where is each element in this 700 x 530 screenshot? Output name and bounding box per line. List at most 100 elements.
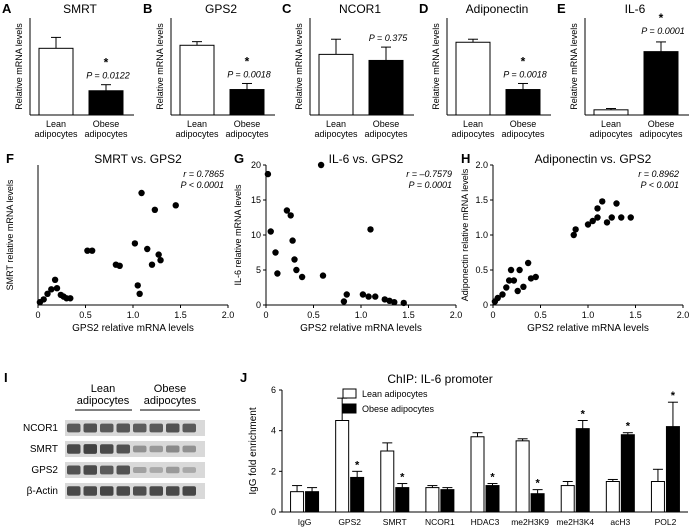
data-point xyxy=(520,283,527,290)
data-point xyxy=(48,286,55,293)
panel-letter: G xyxy=(234,151,244,166)
significance-star: * xyxy=(671,390,676,402)
y-tick-label: 5 xyxy=(256,265,261,275)
x-tick-label: 1.0 xyxy=(355,310,368,320)
x-tick-label: 2.0 xyxy=(450,310,463,320)
bar-obese xyxy=(665,426,680,513)
y-tick-label: 1.5 xyxy=(475,195,488,205)
panel-letter: B xyxy=(143,1,152,16)
significance-star: * xyxy=(104,56,109,70)
correlation-r: r = 0.7865 xyxy=(183,169,225,179)
data-point xyxy=(267,228,274,235)
bar-obese xyxy=(575,428,590,513)
data-point xyxy=(298,273,306,281)
data-point xyxy=(44,290,51,297)
x-tick-label: SMRT xyxy=(383,517,407,527)
data-point xyxy=(503,284,510,291)
y-tick-label: 10 xyxy=(251,230,261,240)
data-point xyxy=(367,226,374,233)
x-tick-label: 0.5 xyxy=(534,310,547,320)
bar-lean xyxy=(650,481,665,513)
bar-lean xyxy=(318,53,354,116)
blot-row-label: SMRT xyxy=(30,444,58,455)
data-point xyxy=(319,272,327,279)
bar-lean xyxy=(179,44,215,116)
bar-lean xyxy=(560,485,575,513)
y-axis-label: Relative mRNA levels xyxy=(14,23,24,110)
panel-title: SMRT xyxy=(63,2,97,16)
data-point xyxy=(283,207,291,214)
y-tick-label: 0.5 xyxy=(475,265,488,275)
blot-row-label: NCOR1 xyxy=(23,423,58,434)
bar-obese xyxy=(350,476,365,513)
bar-panel-b: B GPS2 Relative mRNA levels Lean adipocytes O… xyxy=(143,1,275,139)
data-point xyxy=(594,205,601,212)
significance-star: * xyxy=(659,11,664,25)
bar-lean xyxy=(605,481,620,513)
x-tick-label: Obese adipocytes xyxy=(639,119,683,139)
bar-lean xyxy=(470,436,485,513)
panel-letter: E xyxy=(557,1,566,16)
blot-band xyxy=(133,445,147,453)
data-point xyxy=(40,296,47,303)
data-point xyxy=(510,277,518,284)
chip-title: ChIP: IL-6 promoter xyxy=(387,372,492,386)
data-point xyxy=(572,226,579,233)
x-tick-label: me2H3K9 xyxy=(511,517,549,527)
data-point xyxy=(84,247,91,254)
blot-band xyxy=(182,423,196,433)
x-tick-label: 1.5 xyxy=(402,310,415,320)
data-point xyxy=(618,214,625,221)
y-tick-label: 2 xyxy=(271,466,276,476)
bar-panel-a: A SMRT Relative mRNA levels Lean adipocytes O… xyxy=(2,1,134,139)
y-tick-label: 1.0 xyxy=(475,230,488,240)
x-tick-label: me2H3K4 xyxy=(556,517,594,527)
data-point xyxy=(51,276,59,283)
panel-title: Adiponectin vs. GPS2 xyxy=(535,152,652,166)
blot-band xyxy=(116,423,130,433)
x-tick-label: 0 xyxy=(35,310,40,320)
bar-obese xyxy=(485,485,500,513)
data-point xyxy=(599,198,606,205)
blot-row-label: GPS2 xyxy=(31,465,58,476)
x-tick-label: GPS2 xyxy=(338,517,361,527)
x-tick-label: 0 xyxy=(490,310,495,320)
p-value-label: P = 0.375 xyxy=(369,33,408,43)
data-point xyxy=(603,219,611,226)
data-point xyxy=(289,237,296,244)
y-tick-label: 4 xyxy=(271,426,276,436)
bar-obese xyxy=(530,493,545,513)
blot-band xyxy=(166,466,180,474)
x-tick-label: Lean adipocytes xyxy=(34,119,78,139)
blot-band xyxy=(116,444,130,454)
data-point xyxy=(400,299,407,307)
data-point xyxy=(131,240,139,247)
bar-obese xyxy=(88,90,124,116)
data-point xyxy=(343,291,350,298)
data-point xyxy=(494,294,501,302)
panel-letter: J xyxy=(240,370,247,385)
panel-title: IL-6 vs. GPS2 xyxy=(329,152,404,166)
blot-band xyxy=(166,423,180,433)
panel-title: NCOR1 xyxy=(339,2,381,16)
x-tick-label: 0.5 xyxy=(307,310,320,320)
data-point xyxy=(340,298,348,305)
x-tick-label: NCOR1 xyxy=(425,517,455,527)
x-tick-label: Obese adipocytes xyxy=(364,119,408,139)
y-tick-label: 6 xyxy=(271,385,276,395)
panel-letter: I xyxy=(4,370,8,385)
legend-swatch-lean xyxy=(342,388,357,399)
y-tick-label: 0 xyxy=(256,300,261,310)
y-axis-label: IL-6 relative mRNA levels xyxy=(233,184,243,286)
legend-swatch-obese xyxy=(342,403,357,414)
y-tick-label: 20 xyxy=(251,160,261,170)
bar-lean xyxy=(38,47,74,116)
data-point xyxy=(136,290,143,297)
bar-lean xyxy=(380,450,395,513)
significance-star: * xyxy=(355,459,360,471)
legend-label-lean: Lean adipocytes xyxy=(362,389,428,399)
correlation-p: P = 0.0001 xyxy=(409,180,452,190)
x-tick-label: POL2 xyxy=(655,517,677,527)
panel-title: GPS2 xyxy=(205,2,237,16)
